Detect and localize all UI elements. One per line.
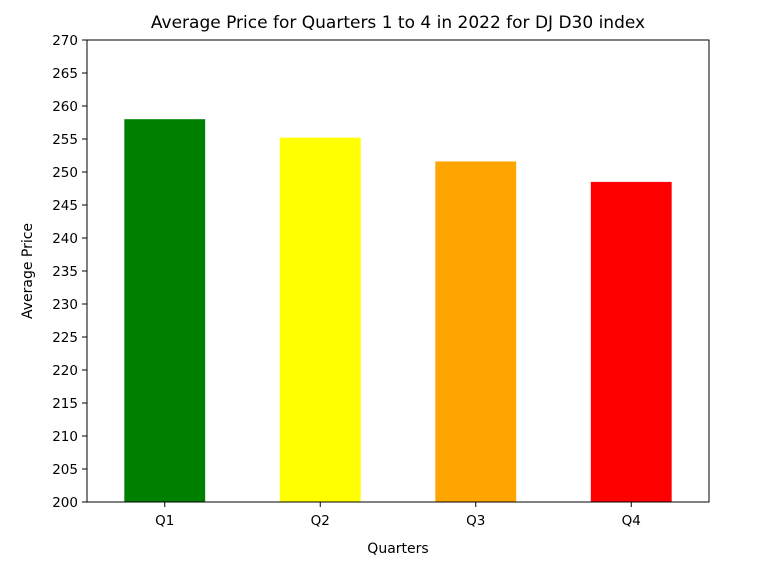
bars-layer	[124, 119, 672, 502]
plot-area-frame	[86, 39, 710, 503]
y-tick-label: 210	[52, 429, 78, 445]
bar-q3	[435, 161, 517, 502]
y-tick-label: 230	[52, 297, 78, 313]
y-axis-label: Average Price	[20, 223, 36, 319]
x-axis: Q1 Q2 Q3 Q4	[155, 502, 641, 529]
x-tick-label: Q1	[155, 513, 174, 529]
bar-q4	[590, 181, 672, 502]
y-tick-label: 220	[52, 363, 78, 379]
y-tick-label: 270	[52, 33, 78, 49]
y-tick-label: 215	[52, 396, 78, 412]
y-tick-label: 255	[52, 132, 78, 148]
x-tick-label: Q4	[622, 513, 641, 529]
x-tick-label: Q2	[311, 513, 330, 529]
y-tick-label: 245	[52, 198, 78, 214]
y-axis: 200 205 210 215 220 225 230 235 240 245 250 255 260 2…	[52, 33, 87, 511]
chart-title: Average Price for Quarters 1 to 4 in 202…	[151, 13, 645, 33]
y-tick-label: 205	[52, 462, 78, 478]
y-tick-label: 265	[52, 66, 78, 82]
y-tick-label: 225	[52, 330, 78, 346]
y-tick-label: 200	[52, 495, 78, 511]
x-tick-label: Q3	[466, 513, 485, 529]
bar-q1	[124, 119, 206, 502]
y-tick-label: 250	[52, 165, 78, 181]
y-tick-label: 260	[52, 99, 78, 115]
y-tick-label: 240	[52, 231, 78, 247]
x-axis-label: Quarters	[367, 541, 428, 557]
bar-q2	[279, 137, 361, 502]
y-tick-label: 235	[52, 264, 78, 280]
